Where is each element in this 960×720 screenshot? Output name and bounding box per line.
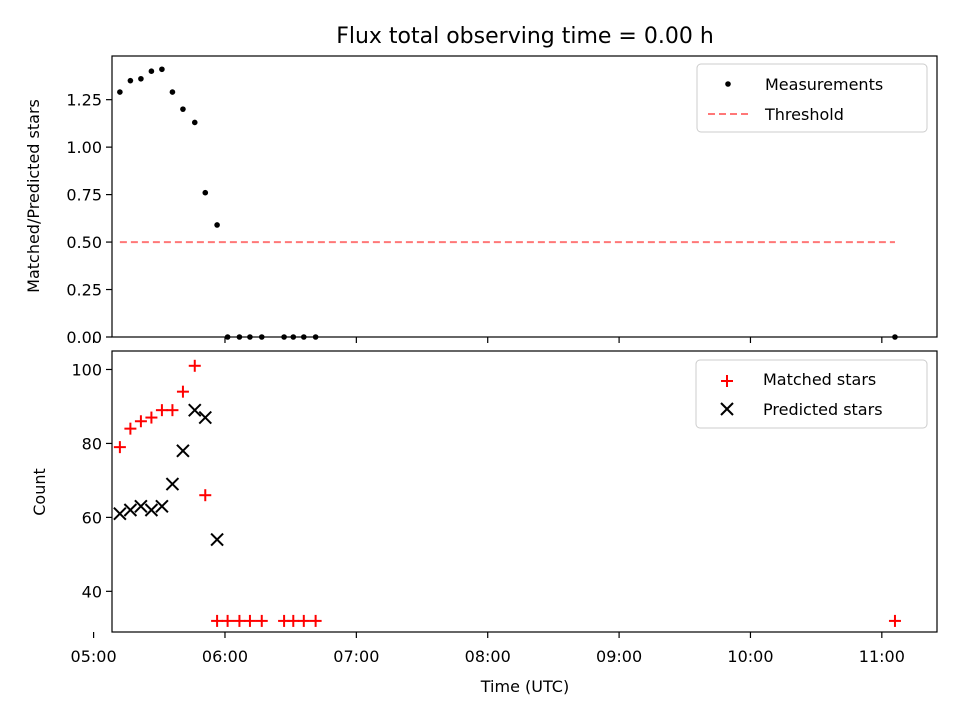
bottom-y-axis-label: Count: [30, 468, 49, 516]
top-y-tick-label: 0.75: [66, 186, 102, 205]
top-axes-frame: [111, 55, 938, 338]
matched-star-point: [255, 614, 268, 627]
x-tick-label: 10:00: [727, 647, 773, 666]
predicted-star-point: [188, 403, 202, 417]
top-marks: [117, 66, 898, 340]
matched-star-point: [221, 614, 234, 627]
measurement-point: [180, 106, 186, 112]
matched-star-point: [166, 404, 179, 417]
top-panel: 0.00 0.25 0.50 0.75 1.00 1.25 Matched/Predict…: [24, 55, 938, 347]
bottom-x-ticks: 05:00 06:00 07:00 08:00 09:00 10:00 11:00: [71, 632, 905, 666]
bottom-legend-box: [695, 359, 928, 429]
predicted-star-point: [210, 532, 224, 547]
legend-measurements-marker: [725, 81, 731, 87]
matched-star-point: [199, 489, 212, 502]
x-tick-label: 05:00: [71, 647, 117, 666]
predicted-star-point: [176, 444, 190, 458]
predicted-star-point: [165, 477, 180, 491]
top-y-ticks: 0.00 0.25 0.50 0.75 1.00 1.25: [66, 91, 112, 347]
matched-star-point: [124, 422, 137, 435]
legend-predicted-marker: [720, 402, 734, 416]
matched-star-point: [233, 614, 246, 627]
matched-star-point: [888, 614, 901, 627]
measurement-point: [169, 89, 176, 95]
measurement-point: [138, 75, 144, 82]
measurement-point: [214, 222, 220, 228]
x-tick-label: 09:00: [596, 647, 642, 666]
predicted-star-point: [134, 499, 148, 513]
legend-measurements-label: Measurements: [765, 75, 883, 94]
chart-title: Flux total observing time = 0.00 h: [336, 24, 714, 49]
x-tick-label: 11:00: [859, 647, 905, 666]
bottom-y-tick-label: 60: [82, 508, 102, 527]
bottom-y-tick-label: 40: [82, 582, 102, 601]
legend-matched-label: Matched stars: [763, 370, 876, 389]
top-y-axis-label: Matched/Predicted stars: [24, 99, 43, 293]
matched-star-point: [145, 411, 158, 424]
predicted-star-point: [198, 410, 212, 425]
x-axis-label: Time (UTC): [480, 677, 569, 696]
matched-star-point: [211, 614, 224, 627]
measurement-point: [191, 119, 198, 126]
predicted-star-point: [144, 503, 159, 517]
bottom-y-ticks: 40 60 80 100: [71, 360, 112, 601]
top-legend-box: [696, 63, 928, 133]
predicted-star-point: [123, 503, 138, 517]
matched-star-point: [287, 614, 300, 627]
bottom-y-tick-label: 100: [71, 360, 102, 379]
x-tick-label: 06:00: [202, 647, 248, 666]
bottom-marks: [113, 359, 901, 627]
matched-star-point: [113, 441, 126, 454]
x-tick-label: 07:00: [333, 647, 379, 666]
legend-threshold-label: Threshold: [764, 105, 844, 124]
matched-star-point: [176, 385, 189, 398]
matched-star-point: [309, 614, 322, 627]
measurement-point: [117, 89, 123, 95]
bottom-y-tick-label: 80: [82, 434, 102, 453]
top-x-ticks: [93, 337, 883, 343]
bottom-axes-frame: [111, 350, 938, 633]
matched-star-point: [243, 614, 256, 627]
legend-matched-marker: [721, 375, 733, 387]
top-y-tick-label: 0.50: [66, 233, 102, 252]
measurement-point: [148, 68, 155, 74]
matched-star-point: [188, 359, 201, 372]
measurement-point: [202, 189, 209, 196]
matched-star-point: [297, 614, 310, 627]
top-y-tick-label: 0.00: [66, 328, 102, 347]
x-tick-label: 08:00: [465, 647, 511, 666]
matched-star-point: [155, 404, 168, 417]
matched-star-point: [134, 415, 147, 428]
top-y-tick-label: 1.00: [66, 138, 102, 157]
measurement-point: [159, 66, 165, 73]
top-legend: Measurements Threshold: [696, 63, 928, 133]
top-y-tick-label: 1.25: [66, 91, 102, 110]
top-y-tick-label: 0.25: [66, 281, 102, 300]
measurement-point: [127, 77, 134, 84]
bottom-panel: 40 60 80 100 05:00 06:00 07:00 08:00 09:00 10:00…: [30, 350, 938, 696]
bottom-legend: Matched stars Predicted stars: [695, 359, 928, 429]
predicted-star-point: [155, 499, 169, 513]
predicted-star-point: [113, 506, 127, 521]
legend-predicted-label: Predicted stars: [763, 400, 883, 419]
